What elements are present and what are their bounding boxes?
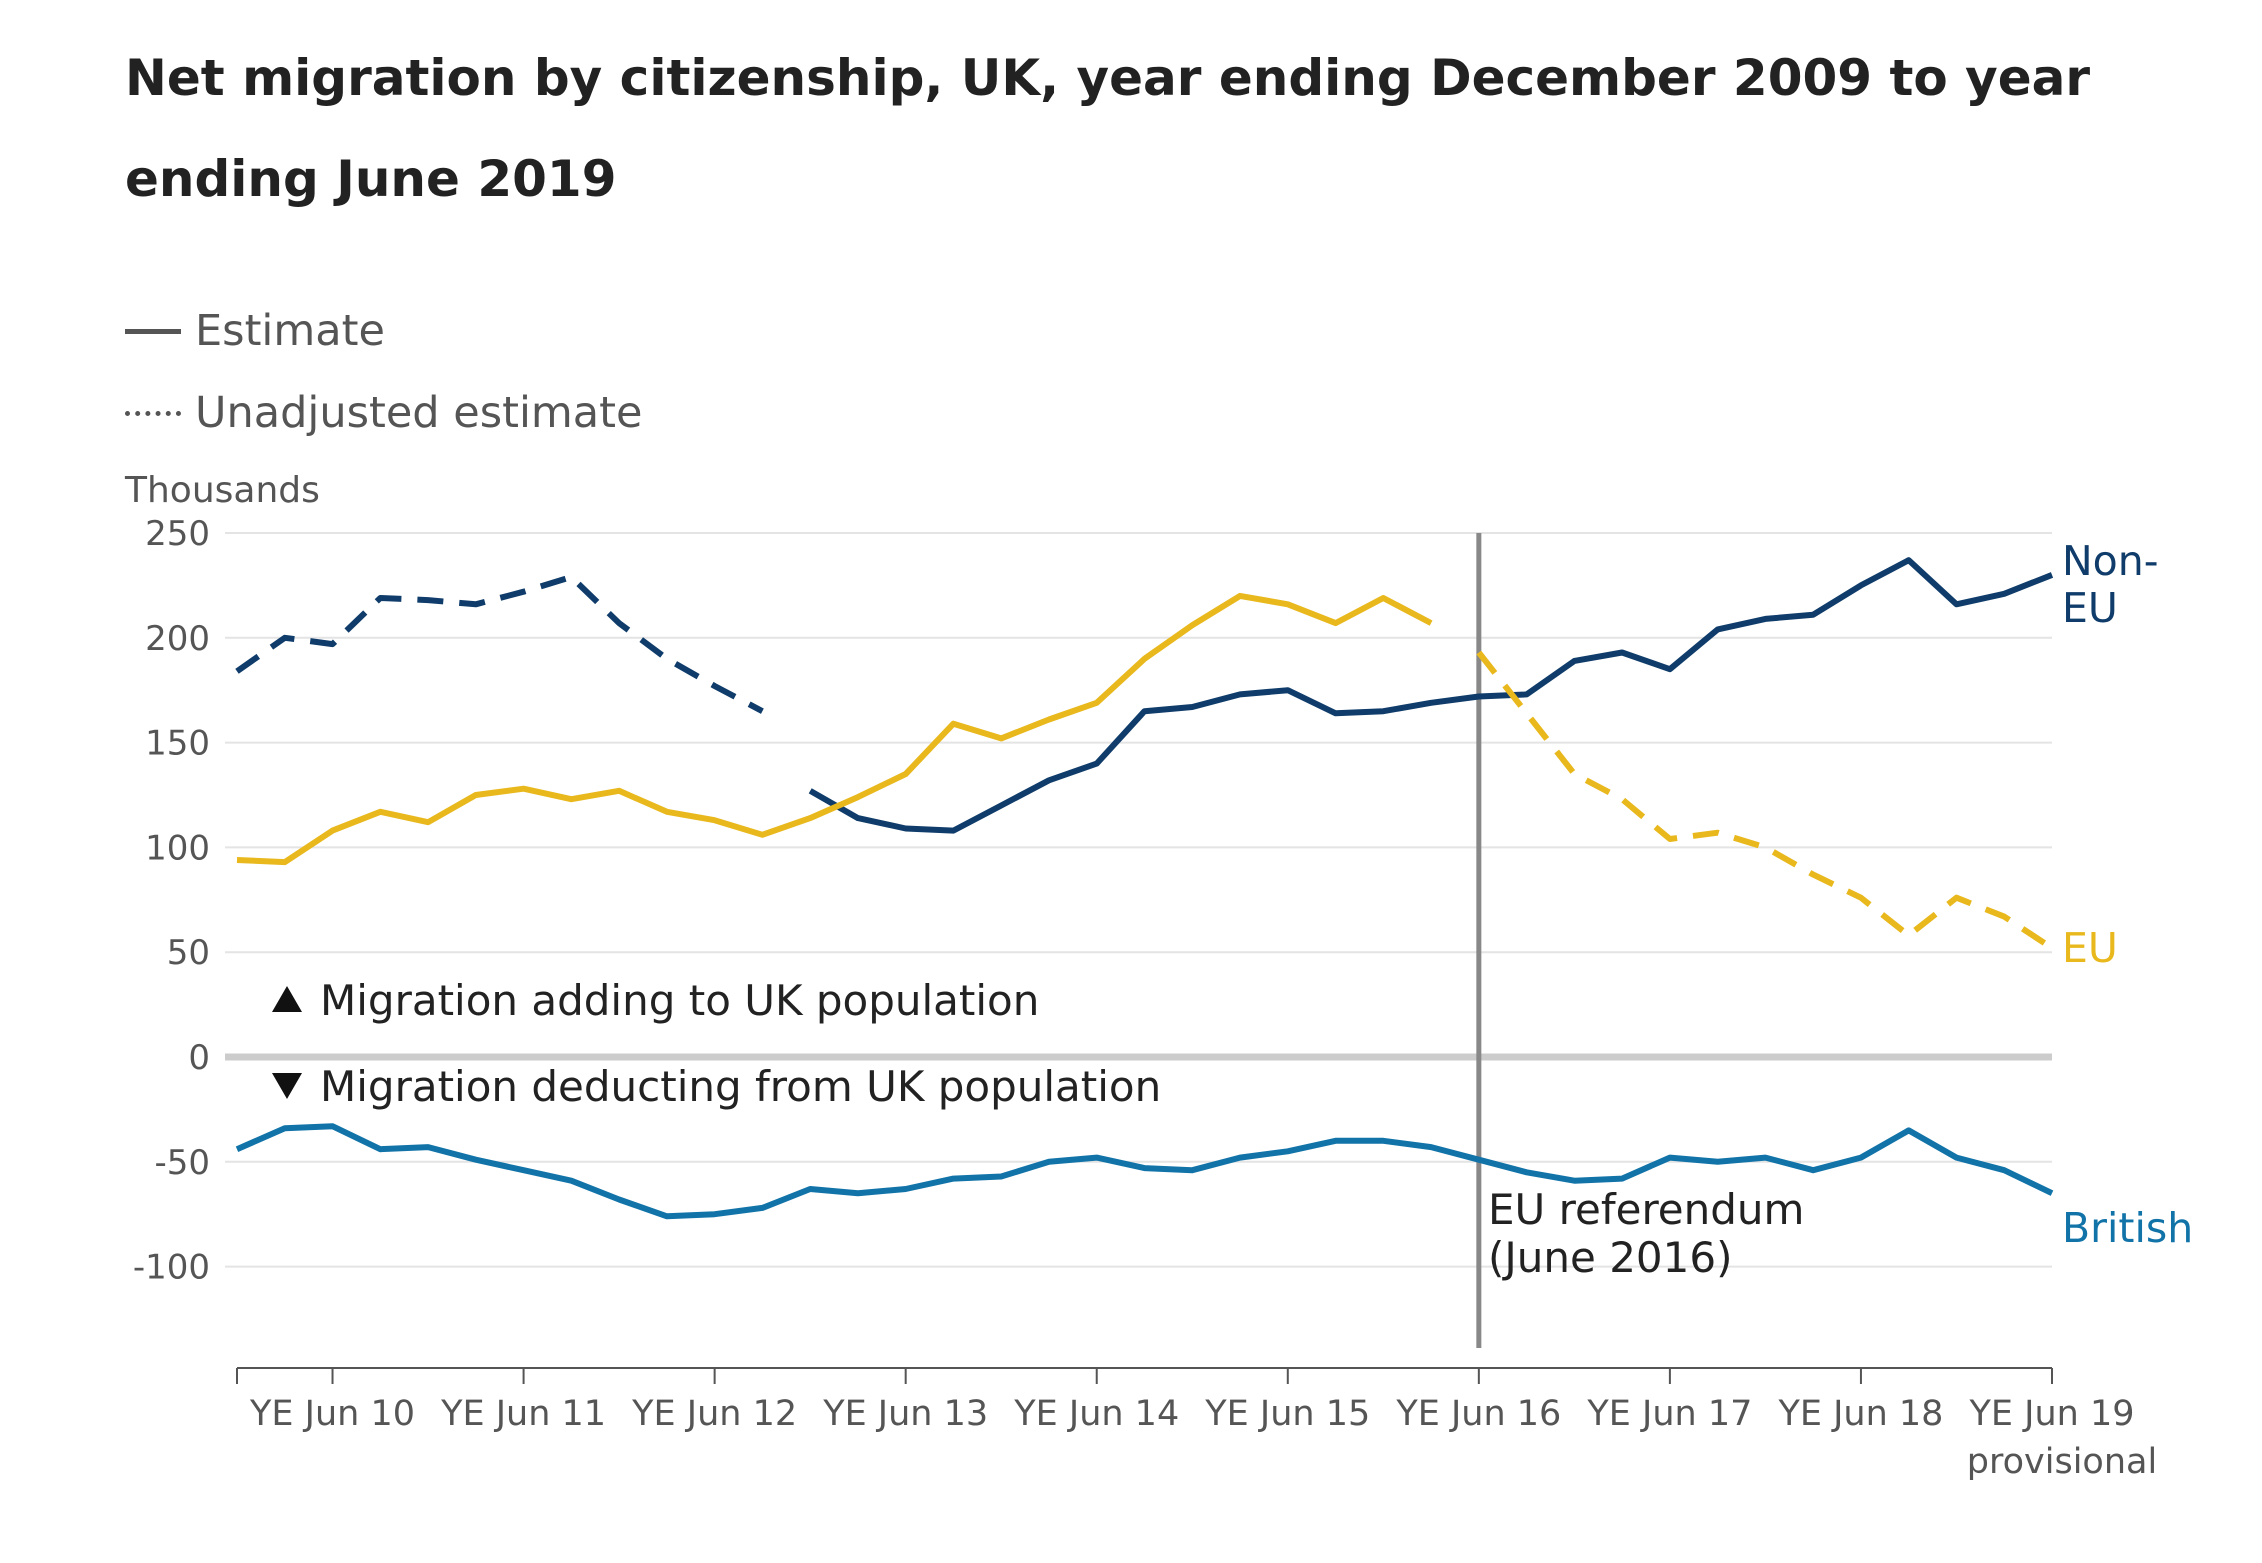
non-eu-end-label-line2: EU	[2062, 584, 2118, 632]
non-eu-end-label-line1: Non-	[2062, 537, 2159, 585]
eu-dashed-series-line	[1476, 650, 2054, 951]
x-tick-label: YE Jun 10	[249, 1394, 415, 1434]
x-tick-label: YE Jun 15	[1204, 1394, 1370, 1434]
eu-end-label: EU	[2062, 924, 2118, 972]
y-tick-label: 100	[145, 828, 210, 868]
up-triangle-icon	[272, 986, 302, 1012]
x-tick-label: YE Jun 11	[440, 1394, 606, 1434]
legend: Estimate Unadjusted estimate	[125, 290, 642, 454]
chart-title: Net migration by citizenship, UK, year e…	[125, 49, 2091, 208]
x-tick-label: YE Jun 14	[1013, 1394, 1179, 1434]
x-tick-label: YE Jun 18	[1777, 1394, 1943, 1434]
x-tick-label: YE Jun 17	[1586, 1394, 1752, 1434]
y-tick-label: 50	[167, 933, 210, 973]
annotation-deducting: Migration deducting from UK population	[320, 1062, 1161, 1111]
y-tick-label: 150	[145, 724, 210, 764]
y-axis-label: Thousands	[124, 470, 320, 511]
referendum-label-line2: (June 2016)	[1488, 1233, 1732, 1282]
y-tick-label: -50	[154, 1143, 210, 1183]
referendum-label-line1: EU referendum	[1488, 1185, 1804, 1234]
british-end-label: British	[2062, 1204, 2193, 1252]
grid-layer	[225, 532, 2052, 1348]
legend-label-estimate: Estimate	[195, 306, 385, 356]
x-tick-sublabel: provisional	[1967, 1442, 2157, 1482]
y-tick-label: 0	[188, 1038, 210, 1078]
solid-line-swatch-icon	[125, 328, 181, 334]
x-tick-label: YE Jun 12	[631, 1394, 797, 1434]
legend-item-estimate: Estimate	[125, 290, 642, 372]
y-tick-label: 200	[145, 619, 210, 659]
legend-item-unadjusted: Unadjusted estimate	[125, 372, 642, 454]
x-tick-label: YE Jun 13	[822, 1394, 988, 1434]
down-triangle-icon	[272, 1073, 302, 1099]
non-eu-solid-series-line	[808, 557, 2054, 834]
non-eu-dashed-series-line	[235, 574, 764, 714]
y-tick-label: 250	[145, 514, 210, 554]
annotation-adding: Migration adding to UK population	[320, 976, 1039, 1025]
eu-solid-series-line	[236, 592, 1433, 866]
british-solid-series-line	[235, 1123, 2054, 1220]
series-layer	[235, 557, 2054, 1220]
y-tick-label: -100	[133, 1248, 210, 1288]
x-tick-label: YE Jun 19	[1969, 1394, 2135, 1434]
dotted-line-swatch-icon	[125, 410, 181, 416]
x-tick-label: YE Jun 16	[1395, 1394, 1561, 1434]
legend-label-unadjusted: Unadjusted estimate	[195, 388, 643, 438]
